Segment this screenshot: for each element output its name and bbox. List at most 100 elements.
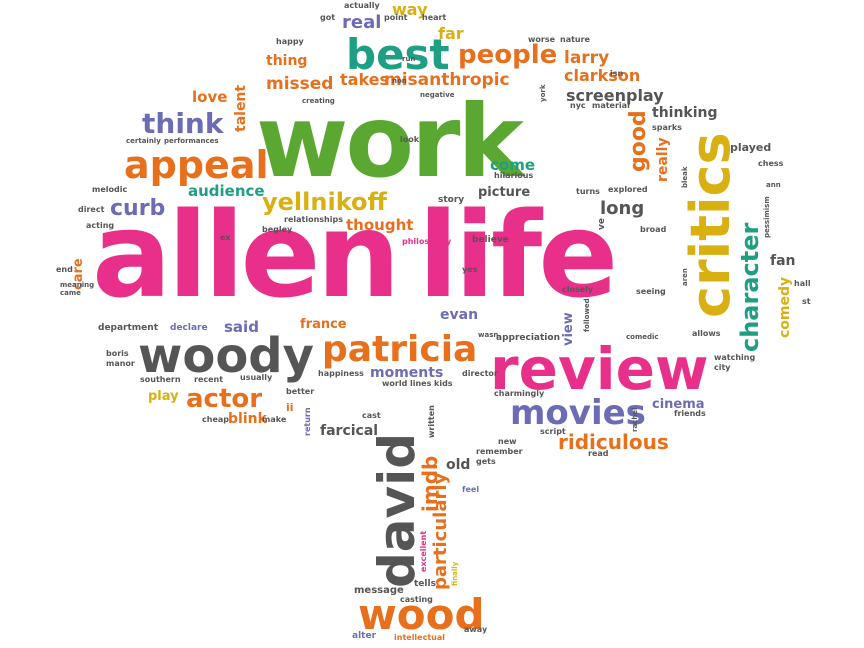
- word-city: city: [714, 363, 731, 372]
- word-thing: thing: [266, 53, 308, 69]
- word-people: people: [458, 40, 558, 70]
- word-ridiculous: ridiculous: [558, 430, 669, 454]
- word-negative: negative: [420, 91, 455, 99]
- word-certainly: certainly: [126, 137, 161, 145]
- word-friends: friends: [674, 409, 706, 418]
- word-watching: watching: [714, 353, 756, 362]
- word-look: look: [400, 135, 420, 144]
- word-material: material: [592, 101, 630, 110]
- word-alter: alter: [352, 631, 377, 641]
- word-run: run: [402, 55, 416, 63]
- word-performances: performances: [164, 137, 219, 145]
- word-gets: gets: [476, 457, 496, 466]
- word-bleak: bleak: [681, 166, 689, 188]
- word-woody: woody: [138, 328, 314, 384]
- word-lines: lines: [410, 379, 432, 388]
- word-takes: takes: [340, 70, 390, 89]
- word-written: written: [427, 405, 436, 438]
- word-chess: chess: [758, 159, 784, 168]
- word-hilarious: hilarious: [494, 171, 534, 180]
- word-farcical: farcical: [320, 423, 379, 439]
- word-yellnikoff: yellnikoff: [262, 188, 387, 216]
- word-life: life: [418, 186, 618, 324]
- word-best: best: [346, 30, 450, 79]
- word-good: good: [626, 110, 651, 172]
- word-broad: broad: [640, 225, 667, 234]
- word-cinema: cinema: [652, 397, 705, 412]
- word-read: read: [588, 449, 609, 458]
- word-critics: critics: [679, 132, 742, 318]
- word-evan: evan: [440, 307, 479, 323]
- word-message: message: [354, 585, 404, 596]
- word-point: point: [384, 13, 408, 22]
- word-aren: aren: [681, 268, 689, 286]
- word-intellectual: intellectual: [394, 633, 445, 642]
- word-end: end: [56, 265, 73, 274]
- word-screenplay: screenplay: [566, 86, 664, 105]
- word-worse: worse: [528, 35, 556, 44]
- word-kids: kids: [434, 379, 453, 388]
- word-seeing: seeing: [636, 287, 666, 296]
- word-boris: boris: [106, 349, 129, 358]
- word-believe: believe: [472, 235, 509, 245]
- word-curb: curb: [110, 196, 166, 221]
- word-charmingly: charmingly: [494, 389, 545, 398]
- word-isn: isn: [610, 69, 624, 78]
- word-character: character: [736, 222, 764, 352]
- word-old: old: [446, 457, 471, 473]
- word-imdb: imdb: [418, 455, 442, 512]
- word-think: think: [142, 107, 224, 140]
- word-audience: audience: [188, 182, 265, 200]
- word-fan: fan: [770, 253, 796, 269]
- word-world: world: [382, 379, 408, 388]
- word-happiness: happiness: [318, 369, 364, 378]
- word-wasn: wasn: [478, 331, 499, 339]
- word-hall: hall: [794, 279, 811, 288]
- word-yes: yes: [462, 265, 478, 274]
- word-st: st: [802, 297, 811, 306]
- word-movies: movies: [510, 393, 646, 433]
- word-wood: wood: [358, 590, 485, 639]
- word-missed: missed: [266, 74, 334, 94]
- word-ii: ii: [286, 401, 294, 414]
- word-ex: ex: [220, 233, 231, 242]
- word-make: make: [262, 415, 287, 424]
- word-relationships: relationships: [284, 215, 343, 224]
- word-meaning: meaning: [60, 281, 95, 289]
- word-ve: ve: [597, 218, 607, 230]
- word-blink: blink: [228, 411, 267, 427]
- word-thinking: thinking: [652, 105, 718, 121]
- word-david: david: [368, 432, 426, 588]
- word-came: came: [60, 289, 81, 297]
- word-play: play: [148, 389, 179, 404]
- word-department: department: [98, 323, 158, 333]
- word-director: director: [462, 369, 498, 378]
- word-casting: casting: [400, 595, 433, 604]
- word-better: better: [286, 387, 315, 396]
- word-patricia: patricia: [322, 329, 478, 370]
- word-southern: southern: [140, 375, 181, 384]
- word-allen: allen: [92, 186, 401, 324]
- word-way: way: [392, 0, 428, 19]
- word-talent: talent: [233, 84, 249, 132]
- word-feel: feel: [462, 485, 480, 494]
- word-melodic: melodic: [92, 185, 128, 194]
- word-comedic: comedic: [626, 333, 659, 341]
- word-really: really: [655, 137, 671, 182]
- word-manor: manor: [106, 359, 135, 368]
- word-ann: ann: [766, 181, 781, 189]
- word-appeal: appeal: [124, 143, 269, 187]
- word-thought: thought: [346, 216, 414, 234]
- word-france: france: [300, 317, 347, 332]
- word-view: view: [561, 312, 576, 346]
- word-york: york: [539, 84, 547, 102]
- word-sparks: sparks: [652, 123, 682, 132]
- word-script: script: [540, 427, 566, 436]
- word-pessimism: pessimism: [763, 196, 771, 238]
- word-allows: allows: [692, 329, 721, 338]
- word-review: review: [490, 335, 709, 403]
- word-philosophy: philosophy: [402, 237, 452, 246]
- word-rachel: rachel: [631, 407, 639, 432]
- word-moments: moments: [370, 365, 444, 381]
- word-picture: picture: [478, 185, 531, 200]
